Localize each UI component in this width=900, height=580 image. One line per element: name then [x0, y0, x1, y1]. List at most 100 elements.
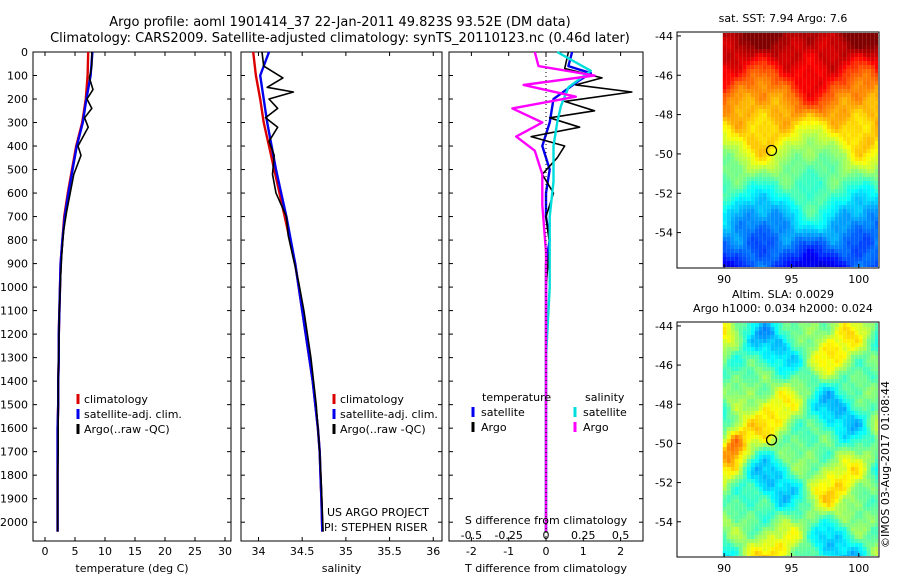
map-cell: [830, 209, 835, 213]
map-cell: [794, 515, 799, 519]
map-cell: [770, 503, 775, 507]
map-cell: [766, 467, 771, 471]
map-cell: [790, 77, 795, 81]
map-cell: [782, 261, 787, 265]
map-cell: [730, 149, 735, 153]
map-cell: [870, 249, 875, 253]
map-cell: [862, 97, 867, 101]
map-cell: [786, 253, 791, 257]
map-cell: [822, 69, 827, 73]
map-cell: [798, 225, 803, 229]
map-cell: [854, 81, 859, 85]
map-cell: [854, 33, 859, 37]
map-cell: [786, 177, 791, 181]
map-cell: [846, 419, 851, 423]
map-cell: [786, 367, 791, 371]
map-cell: [834, 109, 839, 113]
map-cell: [790, 105, 795, 109]
map-cell: [858, 177, 863, 181]
map-cell: [850, 431, 855, 435]
map-cell: [782, 415, 787, 419]
map-cell: [770, 129, 775, 133]
map-cell: [842, 177, 847, 181]
map-cell: [734, 93, 739, 97]
map-cell: [858, 347, 863, 351]
map-cell: [786, 133, 791, 137]
map-cell: [798, 527, 803, 531]
map-cell: [746, 391, 751, 395]
map-cell: [838, 487, 843, 491]
map-cell: [830, 165, 835, 169]
map-cell: [866, 327, 871, 331]
map-cell: [814, 165, 819, 169]
map-cell: [858, 149, 863, 153]
map-cell: [862, 149, 867, 153]
map-cell: [874, 33, 878, 37]
map-cell: [870, 531, 875, 535]
map-cell: [814, 109, 819, 113]
map-cell: [870, 371, 875, 375]
map-cell: [850, 383, 855, 387]
map-cell: [810, 503, 815, 507]
map-cell: [830, 527, 835, 531]
map-cell: [810, 423, 815, 427]
map-cell: [810, 141, 815, 145]
map-cell: [798, 431, 803, 435]
map-cell: [778, 213, 783, 217]
map-cell: [830, 451, 835, 455]
map-cell: [822, 205, 827, 209]
map-cell: [742, 53, 747, 57]
map-cell: [766, 451, 771, 455]
map-cell: [774, 225, 779, 229]
map-cell: [842, 499, 847, 503]
map-cell: [742, 555, 747, 556]
map-cell: [842, 205, 847, 209]
map-cell: [726, 141, 731, 145]
map-cell: [874, 165, 878, 169]
map-cell: [814, 57, 819, 61]
map-cell: [730, 343, 735, 347]
map-cell: [738, 109, 743, 113]
map-cell: [738, 327, 743, 331]
map-cell: [794, 49, 799, 53]
map-cell: [830, 201, 835, 205]
map-cell: [814, 423, 819, 427]
map-cell: [874, 507, 878, 511]
map-cell: [814, 415, 819, 419]
map-cell: [798, 419, 803, 423]
map-cell: [830, 157, 835, 161]
map-cell: [814, 471, 819, 475]
map-cell: [870, 471, 875, 475]
map-cell: [782, 129, 787, 133]
map-cell: [722, 153, 727, 157]
map-cell: [746, 53, 751, 57]
map-cell: [722, 459, 727, 463]
map-cell: [742, 475, 747, 479]
map-cell: [794, 169, 799, 173]
map-cell: [874, 451, 878, 455]
map-cell: [846, 367, 851, 371]
map-cell: [790, 137, 795, 141]
map-cell: [798, 65, 803, 69]
map-cell: [810, 157, 815, 161]
map-cell: [794, 367, 799, 371]
map-cell: [862, 487, 867, 491]
map-cell: [722, 343, 727, 347]
map-cell: [854, 209, 859, 213]
map-cell: [846, 209, 851, 213]
map-cell: [774, 391, 779, 395]
map-cell: [758, 347, 763, 351]
map-cell: [818, 109, 823, 113]
map-cell: [854, 507, 859, 511]
map-cell: [738, 221, 743, 225]
map-cell: [746, 241, 751, 245]
map-cell: [790, 253, 795, 257]
map-cell: [786, 41, 791, 45]
map-cell: [774, 73, 779, 77]
map-cell: [834, 411, 839, 415]
map-cell: [738, 65, 743, 69]
map-cell: [726, 37, 731, 41]
map-cell: [874, 355, 878, 359]
map-cell: [726, 327, 731, 331]
